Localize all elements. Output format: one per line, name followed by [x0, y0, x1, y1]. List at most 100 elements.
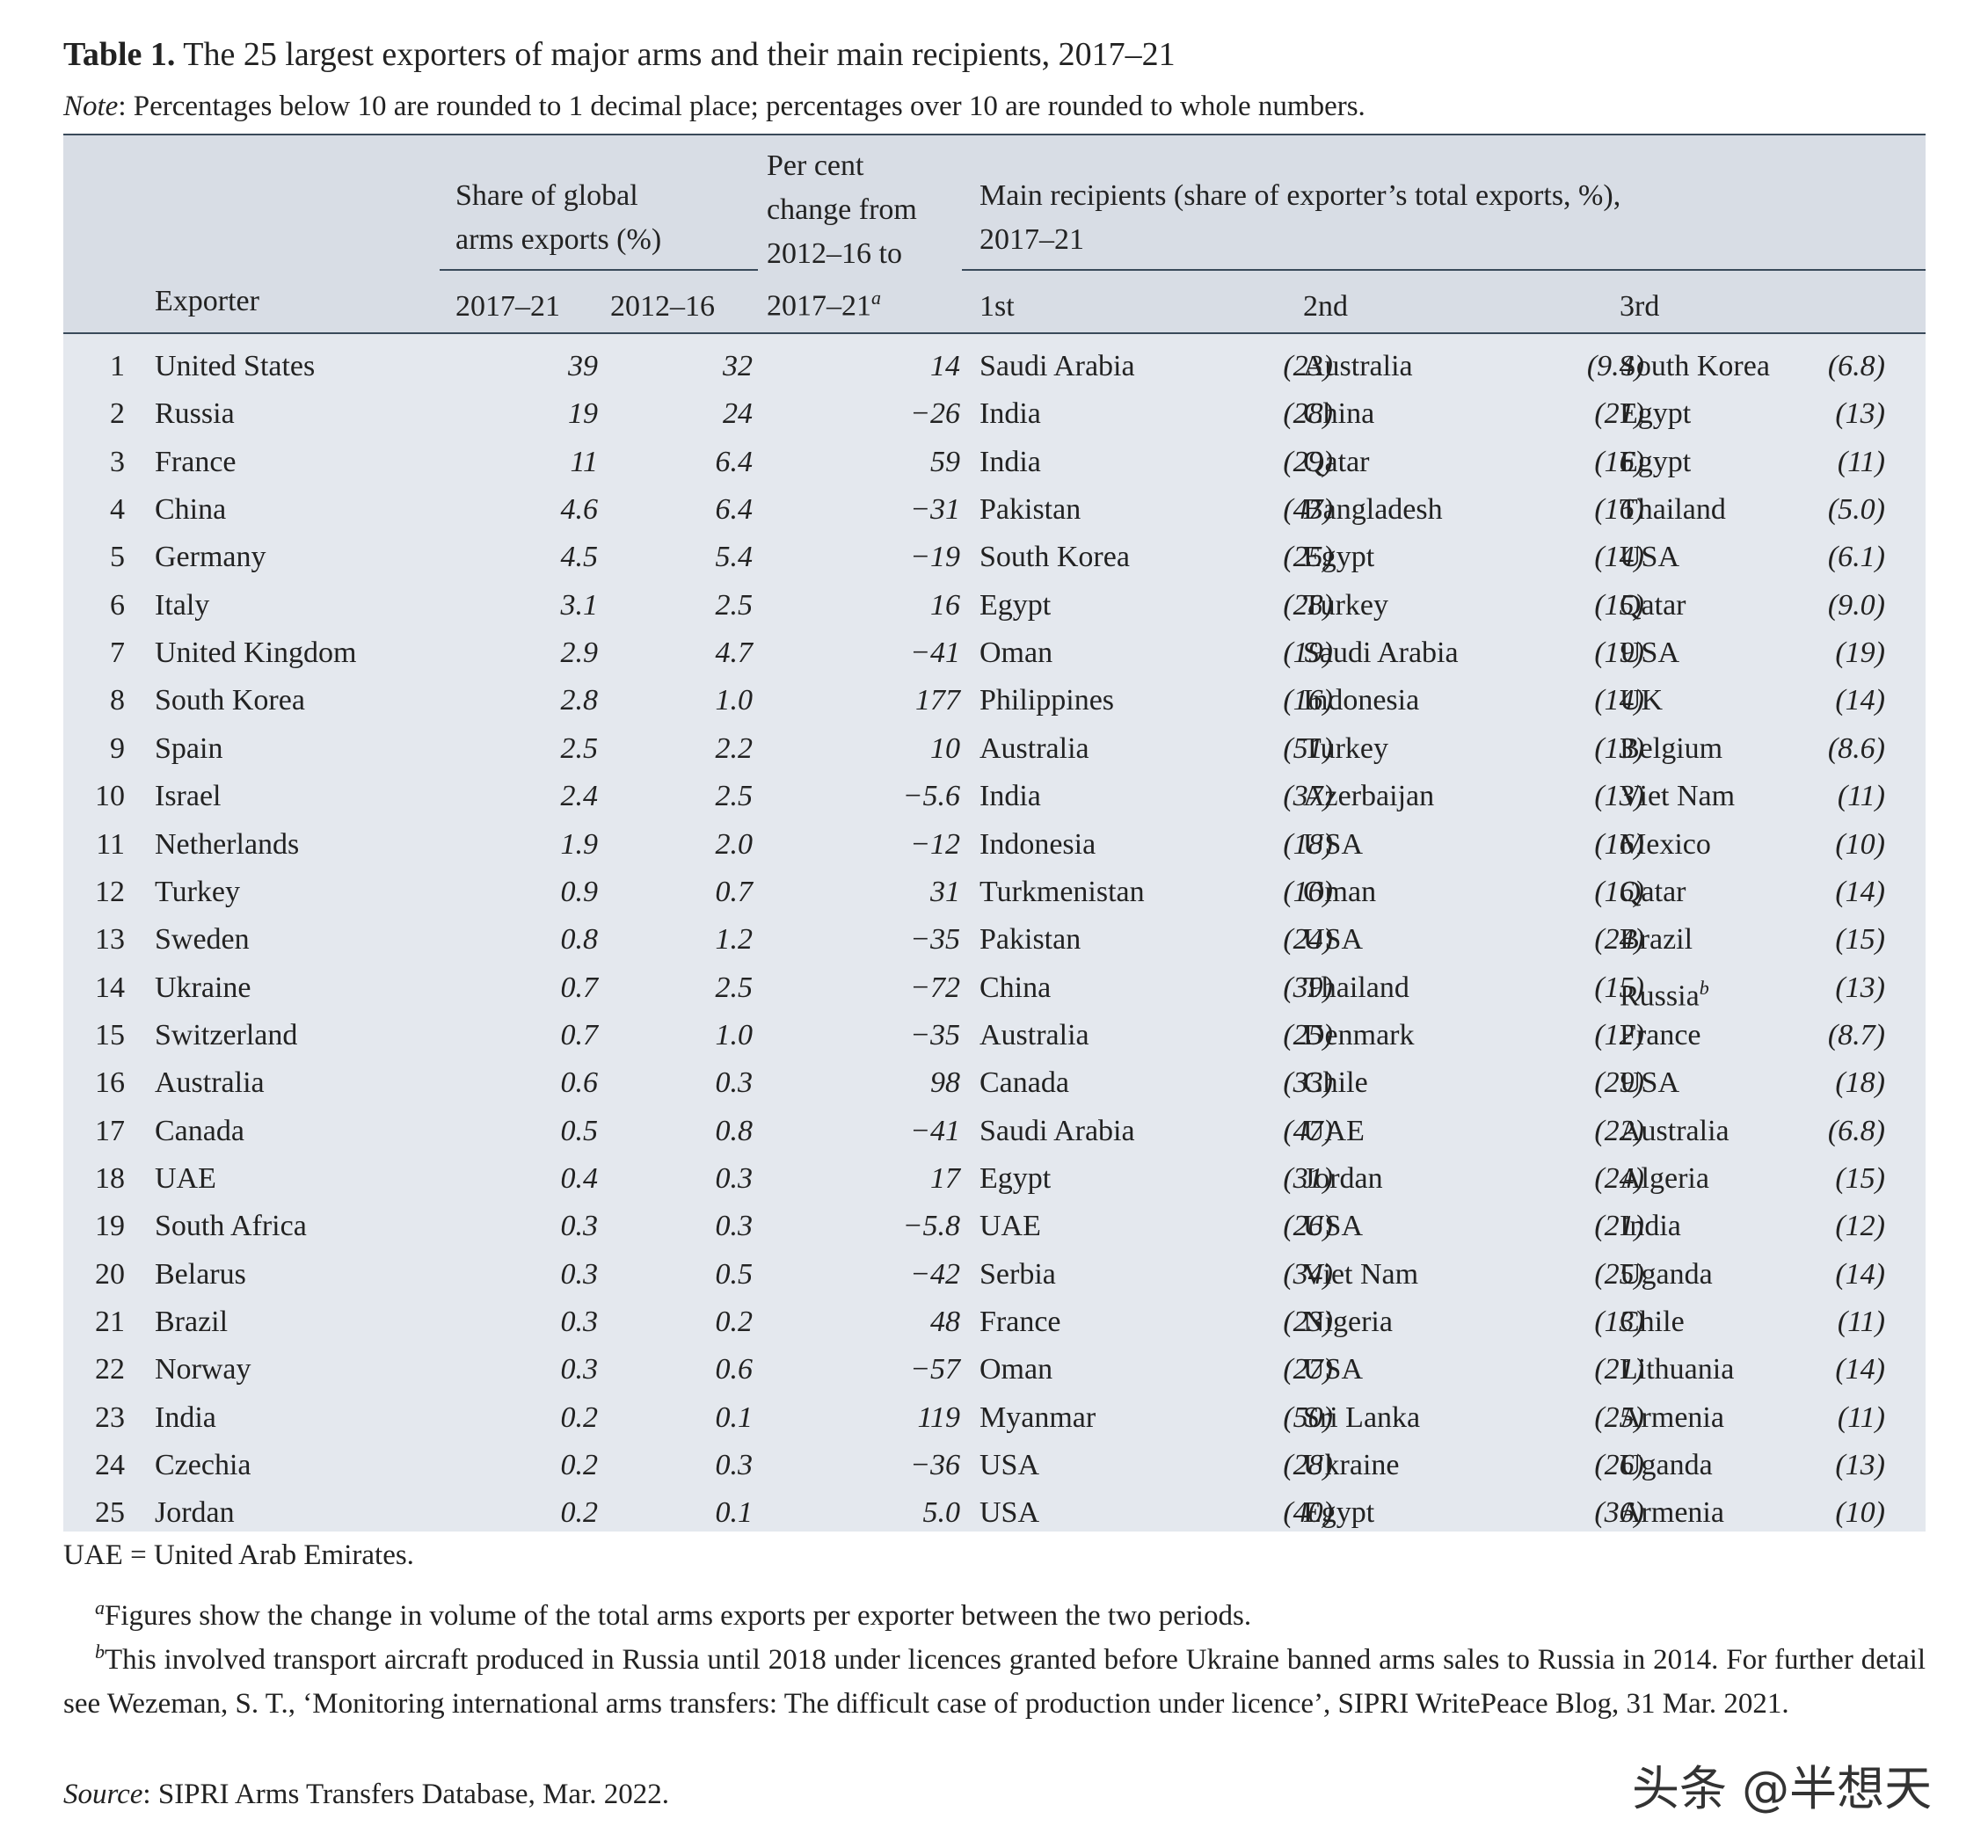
recipient-2-cell: USA — [1303, 821, 1363, 869]
recipient-1-share-cell: (28) — [1175, 582, 1333, 629]
table-row: 21 Brazil 0.3 0.2 48 France (23) Nigeria (13) Chi… — [63, 1299, 1926, 1346]
recipient-2-cell-text: Egypt — [1303, 1496, 1375, 1530]
recipient-3-cell: Belgium — [1620, 725, 1722, 773]
recipient-2-share-cell-text: (26) — [1594, 1449, 1644, 1482]
change-cell: −5.6 — [811, 773, 960, 820]
share-2012-16-cell: 0.1 — [603, 1394, 754, 1442]
recipient-3-share-cell-text: (6.8) — [1827, 350, 1885, 382]
exporter-cell-text: Jordan — [155, 1496, 235, 1530]
recipient-1-cell-text: Oman — [979, 1353, 1053, 1386]
recipient-3-cell: USA — [1620, 534, 1679, 581]
recipient-2-share-cell-text: (16) — [1594, 445, 1644, 478]
share-2017-21-cell: 2.9 — [448, 629, 599, 677]
table-row: 1 United States 39 32 14 Saudi Arabia (23) Aust… — [63, 343, 1926, 390]
exporter-cell: Sweden — [155, 916, 250, 964]
recipient-3-cell-text: India — [1620, 1210, 1681, 1243]
change-cell: 17 — [811, 1155, 960, 1203]
recipient-2-cell: Viet Nam — [1303, 1251, 1418, 1299]
recipient-1-cell-text: UAE — [979, 1210, 1041, 1243]
recipient-1-share-cell: (31) — [1175, 1155, 1333, 1203]
recipient-3-cell-text: Armenia — [1620, 1496, 1724, 1530]
recipient-1-share-cell: (27) — [1175, 1346, 1333, 1393]
recipient-2-share-cell-text: (15) — [1594, 588, 1644, 622]
recipient-2-share-cell: (25) — [1486, 1251, 1644, 1299]
recipient-2-share-cell-text: (21) — [1594, 1353, 1644, 1386]
recipient-1-cell-text: Myanmar — [979, 1401, 1096, 1434]
recipient-3-share-cell: (9.0) — [1727, 582, 1885, 629]
share-2012-16-cell: 0.2 — [603, 1299, 754, 1346]
header-share-group-1: Share of global — [455, 179, 638, 212]
share-2017-21-cell: 0.6 — [448, 1059, 599, 1107]
share-2012-16-cell-text: 2.5 — [715, 780, 754, 813]
share-2017-21-cell: 11 — [448, 439, 598, 486]
exporter-cell: Jordan — [155, 1489, 235, 1537]
share-2012-16-cell: 0.6 — [603, 1346, 754, 1393]
recipient-1-cell: China — [979, 964, 1051, 1012]
share-2017-21-cell: 0.4 — [448, 1155, 599, 1203]
exporter-cell-text: Brazil — [155, 1306, 229, 1338]
source-line: Source: SIPRI Arms Transfers Database, M… — [63, 1772, 669, 1816]
change-cell: 16 — [811, 582, 960, 629]
recipient-2-share-cell-text: (13) — [1594, 780, 1644, 813]
rank-cell-text: 25 — [95, 1496, 125, 1530]
recipient-1-share-cell: (16) — [1175, 677, 1333, 724]
recipient-1-share-cell: (40) — [1175, 1489, 1333, 1537]
recipient-1-cell-text: Australia — [979, 731, 1089, 765]
recipient-3-cell: Armenia — [1620, 1394, 1724, 1442]
recipient-1-share-cell-text: (23) — [1283, 350, 1333, 382]
share-2012-16-cell: 5.4 — [603, 534, 754, 581]
recipient-1-cell-text: Pakistan — [979, 923, 1081, 957]
change-cell-text: −72 — [910, 971, 960, 1004]
rank-cell: 19 — [63, 1203, 125, 1250]
recipient-1-cell: Pakistan — [979, 486, 1081, 534]
recipient-1-share-cell-text: (40) — [1283, 1496, 1333, 1530]
recipient-3-cell: India — [1620, 1203, 1681, 1250]
share-2017-21-cell: 1.9 — [448, 821, 599, 869]
rank-cell: 2 — [63, 390, 125, 438]
share-2017-21-cell: 0.2 — [448, 1442, 599, 1489]
share-2012-16-cell-text: 24 — [723, 397, 753, 431]
recipient-2-cell: Jordan — [1303, 1155, 1383, 1203]
rank-cell-text: 11 — [96, 827, 125, 861]
recipient-2-share-cell: (21) — [1486, 1346, 1644, 1393]
recipient-1-cell-text: USA — [979, 1449, 1040, 1482]
recipient-2-cell-text: Azerbaijan — [1303, 780, 1435, 813]
recipient-1-cell: India — [979, 390, 1041, 438]
exporter-cell: Netherlands — [155, 821, 299, 869]
recipient-1-share-cell-text: (16) — [1283, 875, 1333, 908]
change-cell: 119 — [811, 1394, 960, 1442]
share-2012-16-cell-text: 2.2 — [715, 731, 754, 765]
recipient-1-cell: Turkmenistan — [979, 869, 1145, 916]
share-2012-16-cell: 2.0 — [603, 821, 754, 869]
change-cell-text: −19 — [910, 541, 960, 574]
recipient-2-share-cell: (9.4) — [1486, 343, 1644, 390]
recipient-1-share-cell-text: (28) — [1283, 397, 1333, 431]
recipient-2-cell-text: Qatar — [1303, 445, 1370, 478]
header-change-3: 2012–16 to — [767, 237, 902, 270]
change-cell: 177 — [811, 677, 960, 724]
exporters-table: Share of global arms exports (%) Exporte… — [63, 134, 1926, 1532]
change-cell: −35 — [811, 1012, 960, 1059]
recipient-1-share-cell-text: (39) — [1283, 971, 1333, 1004]
change-cell: −26 — [811, 390, 960, 438]
recipient-2-share-cell-text: (29) — [1594, 1066, 1644, 1100]
recipient-2-cell-text: USA — [1303, 923, 1364, 957]
recipient-3-share-cell-text: (6.8) — [1827, 1114, 1885, 1147]
share-2012-16-cell-text: 1.0 — [715, 684, 754, 717]
recipient-2-cell: Egypt — [1303, 1489, 1374, 1537]
exporter-cell: Czechia — [155, 1442, 251, 1489]
recipient-1-share-cell: (16) — [1175, 869, 1333, 916]
exporter-cell: UAE — [155, 1155, 216, 1203]
change-cell-text: −31 — [910, 493, 960, 527]
header-change-4: 2017–21a — [767, 276, 881, 328]
change-cell-text: −36 — [910, 1449, 960, 1482]
recipient-1-cell: Egypt — [979, 1155, 1051, 1203]
recipient-3-cell: Australia — [1620, 1108, 1729, 1155]
recipient-3-share-cell: (15) — [1727, 1155, 1885, 1203]
rank-cell: 4 — [63, 486, 125, 534]
change-cell-text: −41 — [910, 1114, 960, 1147]
recipient-1-cell: Australia — [979, 1012, 1089, 1059]
change-cell-text: −41 — [910, 637, 960, 670]
recipient-2-share-cell-text: (16) — [1594, 827, 1644, 861]
exporter-cell-text: Switzerland — [155, 1018, 298, 1051]
